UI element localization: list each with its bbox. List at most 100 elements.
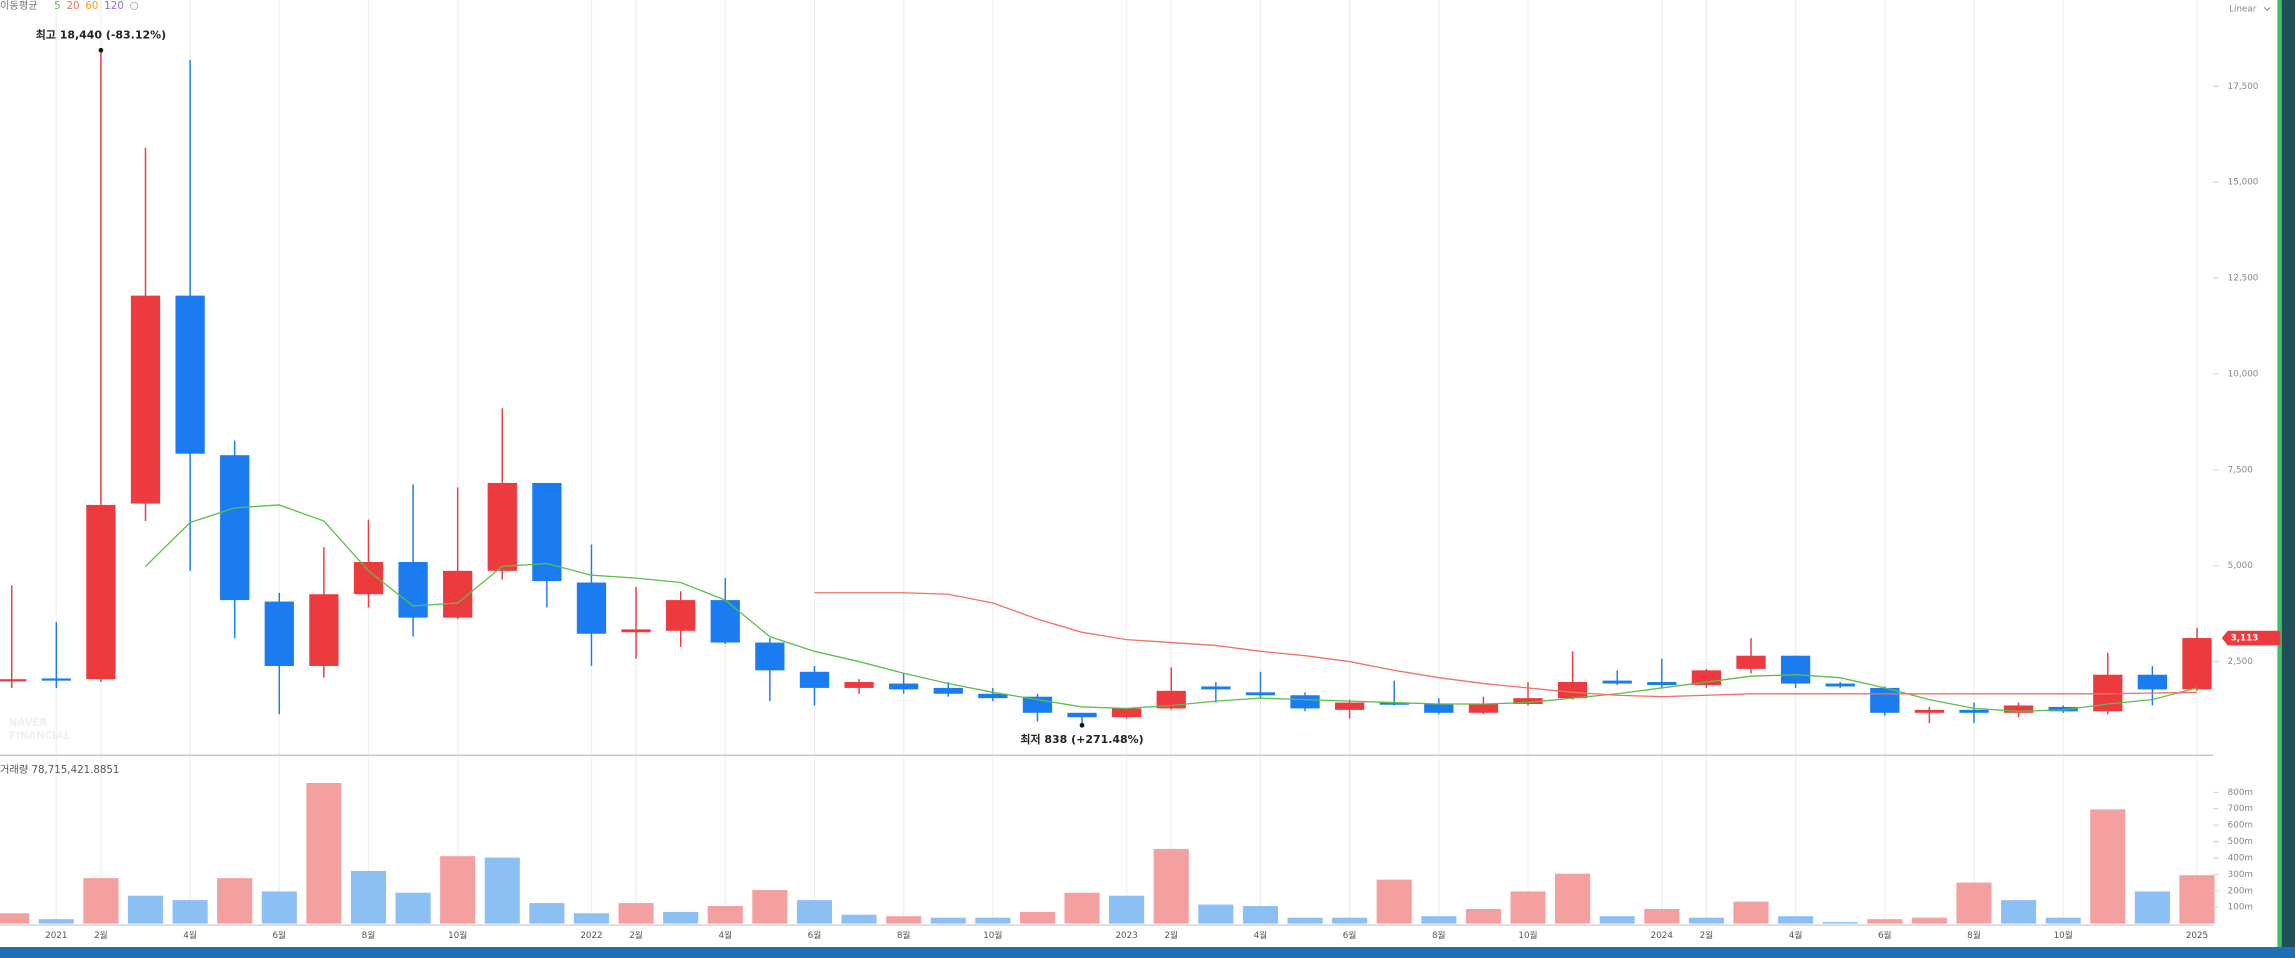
volume-bar — [1822, 922, 1858, 924]
volume-bar — [2001, 900, 2037, 924]
x-tick-label: 2025 — [2186, 931, 2208, 941]
y-tick-label: 12,500 — [2228, 274, 2259, 284]
candle-body — [755, 642, 785, 671]
volume-bar — [1555, 873, 1591, 924]
y-tick-label: 17,500 — [2228, 82, 2259, 92]
volume-bar — [2179, 875, 2215, 924]
scale-toggle-chevron[interactable] — [2263, 6, 2271, 11]
candle-body — [1602, 680, 1632, 684]
candle-body — [86, 504, 116, 680]
volume-bar — [1421, 916, 1457, 924]
legend-entry: 60 — [85, 0, 98, 12]
legend-entry: 5 — [54, 0, 61, 12]
volume-bar — [1688, 917, 1724, 924]
candle-body — [978, 693, 1008, 699]
watermark: FINANCIAL — [9, 730, 71, 742]
candle-body — [1647, 682, 1677, 685]
ma-legend-label: 이동평균 — [0, 0, 38, 12]
x-tick-label: 2022 — [580, 931, 602, 941]
volume-bar — [1778, 916, 1814, 924]
volume-bar — [618, 903, 654, 924]
volume-bar — [707, 906, 743, 924]
x-tick-label: 2023 — [1115, 931, 1137, 941]
candle-body — [666, 600, 696, 631]
candle-body — [2182, 638, 2212, 690]
y-tick-label: 15,000 — [2228, 178, 2259, 188]
candle-body — [710, 600, 740, 643]
candle-body — [2048, 706, 2078, 712]
ma-line — [814, 592, 2197, 698]
candle-body — [1424, 704, 1454, 713]
candle-body — [1825, 683, 1855, 687]
volume-bar — [975, 917, 1011, 924]
x-tick-label: 6월 — [808, 929, 822, 941]
volume-bar — [2045, 917, 2081, 924]
x-tick-label: 2월 — [629, 929, 643, 941]
volume-tick-label: 100m — [2228, 903, 2253, 913]
candle-body — [799, 671, 830, 688]
x-tick-label: 6월 — [272, 929, 286, 941]
volume-bar — [573, 913, 610, 924]
x-tick-label: 2월 — [94, 929, 108, 941]
candle-body — [576, 582, 607, 634]
candle-body — [1780, 655, 1811, 684]
volume-bar — [1332, 917, 1368, 924]
volume-tick-label: 600m — [2228, 821, 2253, 831]
volume-bar — [663, 911, 699, 924]
candle-body — [41, 678, 71, 681]
extreme-dot — [1079, 722, 1085, 728]
x-tick-label: 2021 — [45, 931, 67, 941]
extreme-dot — [98, 47, 104, 53]
candle-body — [844, 682, 874, 688]
candle-body — [309, 594, 339, 666]
legend-entry: 20 — [67, 0, 80, 12]
volume-bar — [1287, 917, 1323, 924]
volume-bar — [0, 913, 30, 924]
candle-body — [1201, 686, 1231, 690]
volume-bar — [217, 878, 253, 924]
volume-bar — [930, 917, 966, 924]
volume-bar — [350, 870, 387, 924]
volume-bar — [841, 914, 877, 924]
x-tick-label: 8월 — [1967, 929, 1981, 941]
scrollbar-edge — [2277, 0, 2282, 958]
candle-body — [1156, 690, 1186, 709]
volume-bar — [796, 900, 833, 924]
volume-bar — [38, 919, 74, 924]
ma-line — [145, 504, 2198, 712]
volume-bar — [1242, 906, 1278, 924]
x-tick-label: 10월 — [448, 929, 467, 941]
volume-bar — [1109, 895, 1145, 924]
volume-bar — [440, 856, 476, 924]
y-tick-label: 10,000 — [2228, 369, 2259, 379]
candle-body — [1513, 698, 1543, 705]
volume-bar — [2090, 809, 2126, 924]
plot: 최고 18,440 (-83.12%) 최저 838 (+271.48%) 3,11… — [0, 28, 2281, 924]
x-tick-label: 6월 — [1343, 929, 1357, 941]
candle-body — [1379, 702, 1409, 705]
scale-toggle[interactable]: Linear — [2229, 4, 2257, 14]
x-tick-label: 10월 — [983, 929, 1002, 941]
grid — [55, 0, 2198, 926]
candle-body — [933, 687, 963, 694]
x-tick-label: 2월 — [1164, 929, 1178, 941]
last-price-label: 3,113 — [2231, 634, 2259, 644]
volume-tick-label: 400m — [2228, 853, 2253, 863]
extreme-label: 최저 838 (+271.48%) — [1020, 732, 1143, 746]
legend-settings-icon — [129, 1, 139, 11]
volume-tick-label: 700m — [2228, 804, 2253, 814]
candle-body — [130, 295, 161, 504]
candle-body — [175, 295, 205, 454]
volume-title: 거래량 78,715,421.8851 — [0, 764, 119, 776]
candle-body — [2003, 705, 2034, 713]
volume-bar — [1956, 882, 1992, 924]
x-tick-label: 4월 — [183, 929, 197, 941]
candle-body — [621, 629, 651, 633]
volume-bar — [752, 889, 788, 924]
volume-bar — [484, 857, 520, 924]
volume-bar — [1376, 879, 1412, 924]
volume-bar — [261, 891, 297, 924]
volume-bar — [127, 895, 164, 924]
candle-body — [1914, 709, 1945, 713]
